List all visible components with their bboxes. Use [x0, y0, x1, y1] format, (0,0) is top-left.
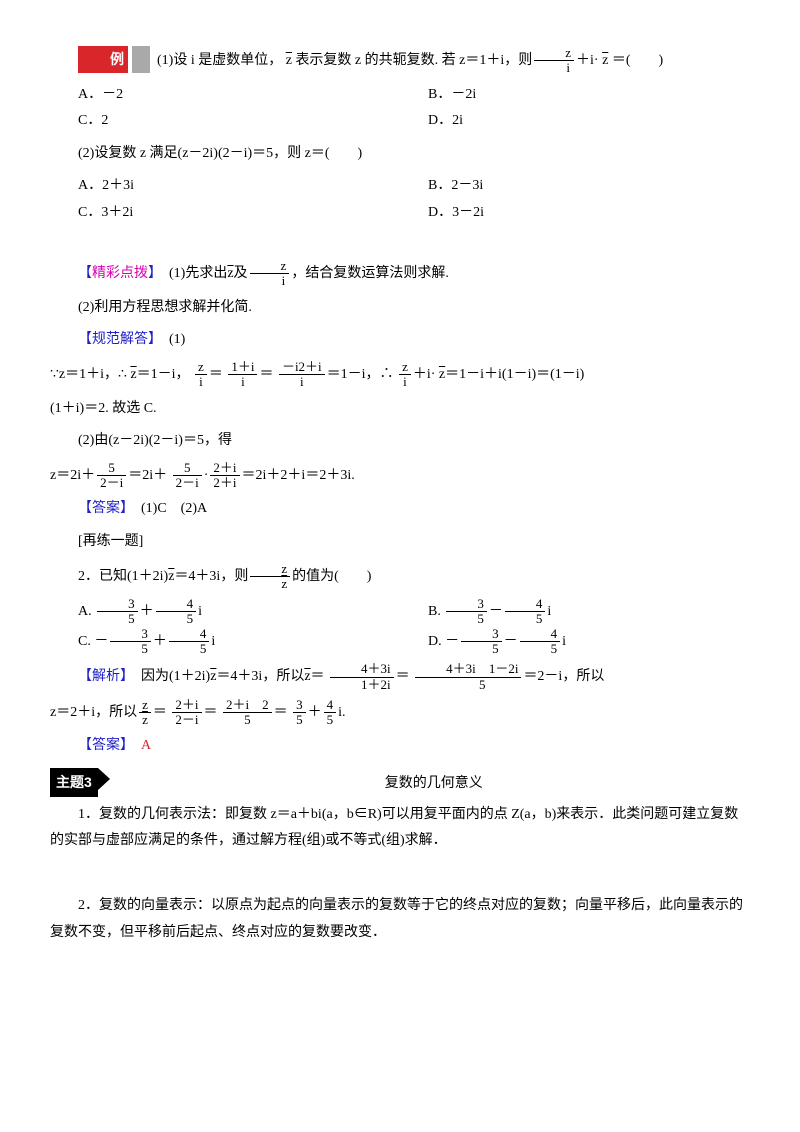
p2-stem: 2．已知(1＋2i)z＝4＋3i，则zz的值为( ) [50, 562, 750, 592]
ex-num: 2 [132, 46, 150, 73]
sol1: ∵z＝1＋i，∴ z＝1－i， zi＝ 1＋ii＝ －i2＋ii＝1－i，∴ z… [50, 360, 750, 390]
retry-label: [再练一题] [50, 529, 750, 556]
zbar: z [602, 53, 608, 68]
para2: 2．复数的向量表示：以原点为起点的向量表示的复数等于它的终点对应的复数；向量平移… [50, 893, 750, 946]
jx-label: 【解析】 [78, 669, 134, 684]
zbar: z [286, 53, 292, 68]
q1-text-a: (1)设 i 是虚数单位， [157, 53, 282, 68]
gfjd-row: 【规范解答】 (1) [50, 327, 750, 354]
opt: B. 35－45i [400, 597, 750, 627]
hint-label: 【精彩点拨】 [78, 266, 162, 281]
frac-z-i: zi [534, 46, 574, 76]
q2-options: A．2＋3i B．2－3i C．3＋2i D．3－2i [50, 173, 750, 226]
opt: B．－2i [400, 82, 750, 109]
ans1-row: 【答案】 (1)C (2)A [50, 496, 750, 523]
gfjd-label: 【规范解答】 [78, 332, 162, 347]
opt: D．3－2i [400, 200, 750, 227]
ans2-row: 【答案】 A [50, 733, 750, 760]
opt: D. －35－45i [400, 627, 750, 657]
sol2: z＝2i＋52－i＝2i＋ 52－i·2＋i2＋i＝2i＋2＋i＝2＋3i. [50, 461, 750, 491]
para1: 1．复数的几何表示法：即复数 z＝a＋bi(a，b∈R)可以用复平面内的点 Z(… [50, 802, 750, 855]
ex-icon: 例 [78, 46, 128, 73]
sol1-tail: (1＋i)＝2. 故选 C. [50, 396, 750, 423]
jx-row: 【解析】 因为(1＋2i)z＝4＋3i，所以z＝ 4＋3i1＋2i＝ 4＋3i … [50, 662, 750, 692]
sol2-head: (2)由(z－2i)(2－i)＝5，得 [50, 428, 750, 455]
opt: A．2＋3i [50, 173, 400, 200]
opt: B．2－3i [400, 173, 750, 200]
q1-text-c: ＋i· [576, 53, 599, 68]
q2-stem: (2)设复数 z 满足(z－2i)(2－i)＝5，则 z＝( ) [50, 141, 750, 168]
topic-tag: 主题3 [50, 768, 98, 797]
opt: C. －35＋45i [50, 627, 400, 657]
example-header: 例2 (1)设 i 是虚数单位， z 表示复数 z 的共轭复数. 若 z＝1＋i… [50, 46, 750, 76]
topic-header: 主题3 复数的几何意义 [50, 768, 750, 798]
opt: A．－2 [50, 82, 400, 109]
opt: A. 35＋45i [50, 597, 400, 627]
opt: D．2i [400, 108, 750, 135]
hint2: (2)利用方程思想求解并化简. [50, 295, 750, 322]
hint-row: 【精彩点拨】 (1)先求出z及zi，结合复数运算法则求解. [50, 259, 750, 289]
opt: C．2 [50, 108, 400, 135]
q1-options: A．－2 B．－2i C．2 D．2i [50, 82, 750, 135]
ans-label: 【答案】 [78, 501, 134, 516]
q1-text-d: ＝( ) [612, 53, 663, 68]
jx-row2: z＝2＋i，所以zz＝ 2＋i2－i＝ 2＋i 25＝ 35＋45i. [50, 698, 750, 728]
topic-title: 复数的几何意义 [385, 776, 483, 791]
q1-text-b: 表示复数 z 的共轭复数. 若 z＝1＋i，则 [295, 53, 532, 68]
opt: C．3＋2i [50, 200, 400, 227]
ans-label: 【答案】 [78, 738, 134, 753]
p2-options: A. 35＋45i B. 35－45i C. －35＋45i D. －35－45… [50, 597, 750, 656]
